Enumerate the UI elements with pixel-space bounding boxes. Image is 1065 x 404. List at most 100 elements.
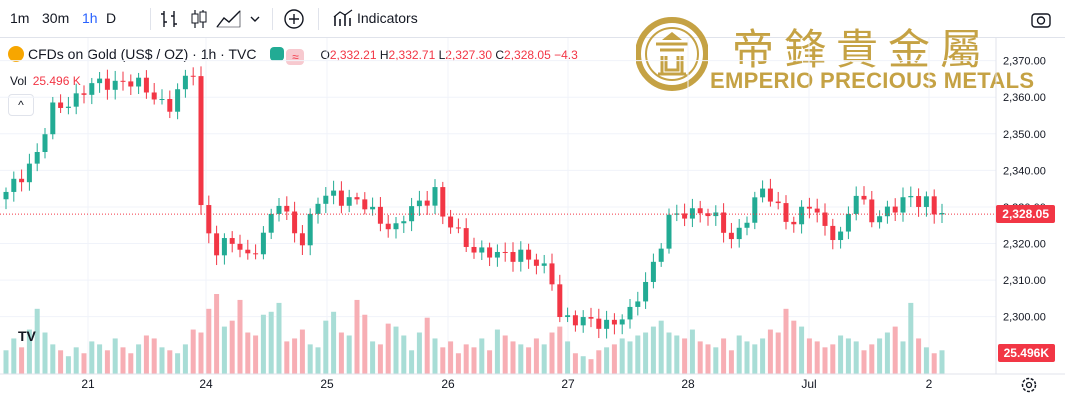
candle-body <box>682 213 688 219</box>
volume-bar <box>814 341 820 374</box>
indicators-button[interactable]: Indicators <box>357 10 418 26</box>
candle-body <box>916 196 922 207</box>
volume-bar <box>596 350 602 374</box>
volume-bar <box>572 353 578 374</box>
interval-1h[interactable]: 1h <box>82 10 98 26</box>
volume-bars <box>3 294 945 374</box>
volume-bar <box>650 326 656 374</box>
add-compare-icon[interactable] <box>283 8 305 30</box>
candle-body <box>401 221 407 224</box>
volume-bar <box>237 299 243 374</box>
volume-bar <box>931 353 937 374</box>
volume-bar <box>908 302 914 374</box>
volume-bar <box>549 332 555 374</box>
candle-body <box>650 261 656 282</box>
candle-body <box>214 233 220 256</box>
volume-bar <box>557 326 563 374</box>
candle-body <box>877 216 883 223</box>
candle-body <box>494 251 500 258</box>
time-tick-label: 28 <box>681 377 695 391</box>
brand-name: EMPERIO PRECIOUS METALS <box>710 68 1035 93</box>
volume-bar <box>58 350 64 374</box>
candle-body <box>440 187 446 217</box>
interval-1m[interactable]: 1m <box>10 10 30 26</box>
candle-body <box>596 318 602 329</box>
candle-body <box>908 196 914 198</box>
candle-body <box>73 93 79 107</box>
candle-body <box>463 228 469 247</box>
volume-bar <box>323 320 329 374</box>
candle-body <box>900 197 906 213</box>
volume-bar <box>11 338 17 374</box>
volume-bar <box>416 332 422 374</box>
candle-body <box>11 178 17 192</box>
candle-body <box>674 213 680 215</box>
bars-style-icon[interactable] <box>160 8 180 30</box>
volume-bar <box>19 347 25 374</box>
candle-body <box>245 249 251 254</box>
camera-icon[interactable] <box>1030 10 1052 30</box>
volume-bar <box>206 308 212 374</box>
candle-body <box>736 227 742 240</box>
volume-bar <box>307 344 313 374</box>
price-chart[interactable]: 2,370.002,360.002,350.002,340.002,330.00… <box>0 38 1065 404</box>
volume-bar <box>845 338 851 374</box>
candle-body <box>783 203 789 222</box>
area-style-icon[interactable] <box>216 8 242 30</box>
volume-bar <box>409 350 415 374</box>
brand-logo: 帝鋒貴金屬 EMPERIO PRECIOUS METALS <box>635 14 1034 96</box>
tradingview-logo[interactable]: TV <box>18 328 36 344</box>
candle-body <box>104 78 110 90</box>
volume-bar <box>830 344 836 374</box>
volume-bar <box>151 338 157 374</box>
market-open-icon <box>270 47 285 61</box>
interval-d[interactable]: D <box>106 10 117 26</box>
symbol-title[interactable]: CFDs on Gold (US$ / OZ) · 1h · TVC <box>28 46 257 62</box>
volume-bar <box>385 323 391 374</box>
ohlc-values: O2,332.21 H2,332.71 L2,327.30 C2,328.05 … <box>320 48 578 62</box>
candle-body <box>549 263 555 285</box>
volume-bar <box>877 338 883 374</box>
candle-body <box>619 319 625 325</box>
time-tick-label: 26 <box>441 377 455 391</box>
candle-body <box>830 225 836 241</box>
candle-body <box>565 315 571 318</box>
volume-bar <box>588 359 594 374</box>
volume-bar <box>50 344 56 374</box>
volume-bar <box>214 294 220 374</box>
volume-bar <box>611 344 617 374</box>
candle-body <box>588 317 594 319</box>
volume-bar <box>229 320 235 374</box>
candle-body <box>705 213 711 217</box>
indicators-icon[interactable] <box>332 8 354 30</box>
volume-bar <box>822 347 828 374</box>
candle-body <box>175 89 181 112</box>
candles-style-icon[interactable] <box>190 8 208 30</box>
time-tick-label: 2 <box>926 377 933 391</box>
settings-gear-icon[interactable] <box>1020 376 1038 394</box>
chevron-down-icon[interactable] <box>248 8 262 30</box>
candle-body <box>861 195 867 200</box>
volume-bar <box>81 353 87 374</box>
interval-30m[interactable]: 30m <box>42 10 70 26</box>
candle-body <box>502 251 508 253</box>
price-tick-label: 2,310.00 <box>1003 275 1046 287</box>
volume-bar <box>580 356 586 374</box>
volume-bar <box>697 341 703 374</box>
volume-bar <box>838 335 844 374</box>
candle-body <box>323 195 329 204</box>
volume-bar <box>939 350 945 374</box>
candle-body <box>260 232 266 255</box>
candle-body <box>424 200 430 206</box>
volume-bar <box>198 332 204 374</box>
collapse-legend-button[interactable]: ^ <box>8 94 34 116</box>
candle-body <box>416 200 422 207</box>
candle-body <box>635 301 641 307</box>
candle-body <box>3 191 9 200</box>
volume-bar <box>892 326 898 374</box>
candle-body <box>728 232 734 240</box>
volume-bar <box>120 347 126 374</box>
volume-bar <box>159 347 165 374</box>
volume-bar <box>276 302 282 374</box>
time-tick-label: 25 <box>320 377 334 391</box>
